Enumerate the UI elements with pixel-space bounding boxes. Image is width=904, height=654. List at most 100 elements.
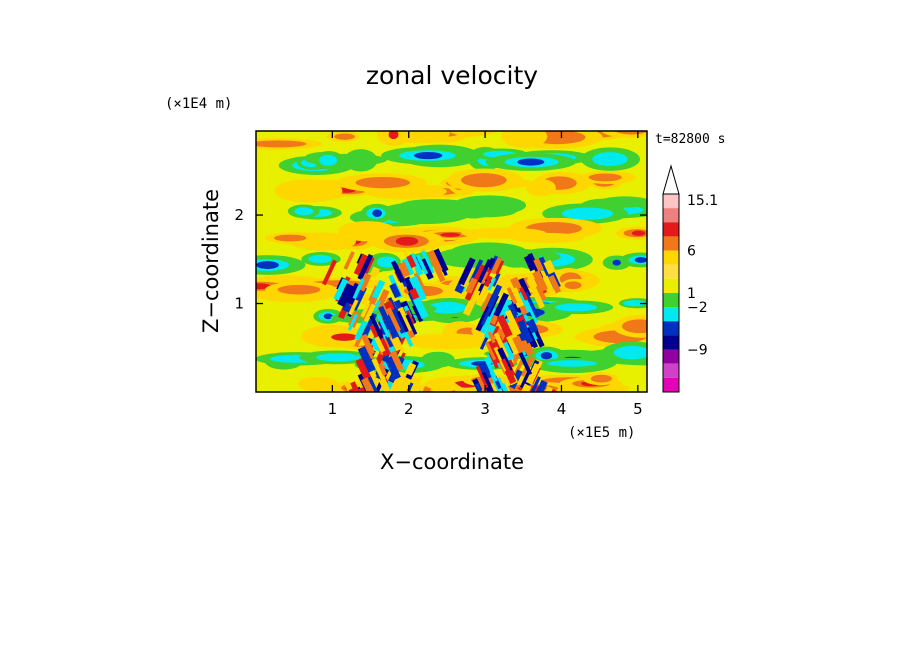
wave-packet-cell — [543, 259, 556, 275]
y-tick-label: 2 — [234, 206, 244, 224]
y-axis-label: Z−coordinate — [199, 189, 223, 333]
wave-packet-cell — [476, 264, 487, 278]
wave-packet-cell — [337, 283, 354, 308]
wave-packet-cell — [493, 292, 509, 317]
wave-packet-cell — [483, 324, 496, 340]
x-axis-ticks: 1 2 3 4 5 — [328, 131, 643, 418]
strong-negative-cell — [612, 259, 621, 266]
wave-packet-cell — [363, 303, 376, 323]
negative-cell — [315, 353, 361, 362]
wave-packet-cell — [506, 334, 521, 356]
y-axis-ticks: 12 — [234, 206, 647, 313]
wave-packet-cell — [357, 253, 374, 281]
wave-packet-cell — [513, 390, 527, 392]
wave-packet-cell — [376, 313, 391, 338]
wave-packet-cell — [500, 382, 514, 392]
wave-packet-cell — [475, 281, 492, 307]
positive-cell — [461, 173, 507, 188]
wave-packet-cell — [495, 260, 505, 275]
wave-packet-cell — [504, 309, 522, 336]
wave-packet-cell — [348, 299, 359, 316]
colorbar-label: −2 — [687, 300, 708, 316]
wave-packet-cell — [486, 284, 503, 309]
negative-cell — [554, 303, 598, 312]
wave-packet-cell — [408, 275, 427, 302]
x-tick-label: 5 — [633, 400, 643, 418]
wave-packet-cell — [486, 257, 496, 269]
wave-packet-cell — [378, 378, 391, 392]
colorbar-band — [663, 363, 679, 378]
wave-packet-cell — [509, 287, 525, 309]
colorbar-extend-cap — [662, 164, 680, 195]
wave-packet-cell — [490, 256, 503, 275]
wave-packet-cell — [524, 291, 540, 318]
strong-negative-cell — [323, 313, 333, 320]
strong-negative-cell — [540, 352, 553, 360]
wave-packet-cell — [432, 248, 449, 273]
wave-packet-cell — [519, 286, 529, 301]
positive-cell — [501, 131, 548, 149]
wave-packet-cell — [390, 307, 408, 334]
wave-packet-cell — [535, 379, 548, 392]
wave-packet-cell — [535, 284, 547, 301]
colorbar-band — [663, 194, 679, 209]
wave-packet-cell — [523, 254, 538, 272]
negative-cell — [376, 256, 397, 268]
wave-packet-cell — [517, 319, 534, 344]
strong-positive-cell — [631, 230, 646, 236]
wave-packet-cell — [333, 278, 349, 302]
positive-cell — [334, 133, 355, 140]
negative-cell — [294, 207, 314, 216]
wave-packet-cell — [360, 302, 371, 318]
wave-packet-cell — [521, 338, 535, 356]
colorbar-band — [663, 321, 679, 336]
positive-cell — [588, 173, 622, 182]
wave-packet-cell — [391, 378, 406, 392]
wave-packet-cell — [465, 277, 478, 294]
negative-cell — [344, 149, 378, 172]
colorbar-band — [663, 236, 679, 251]
wave-packet-cell — [458, 257, 476, 286]
negative-cell — [623, 300, 646, 307]
x-tick-label: 4 — [557, 400, 567, 418]
x-tick-label: 2 — [404, 400, 414, 418]
wave-packet-cell — [533, 258, 544, 272]
wave-packet-cell — [512, 335, 526, 354]
positive-cell — [405, 131, 450, 143]
wave-packet-cell — [405, 314, 418, 335]
positive-cell — [525, 178, 556, 197]
positive-cell — [256, 140, 307, 148]
wave-packet-cell — [371, 279, 386, 300]
wave-packet-cell — [360, 333, 375, 356]
wave-packet-cell — [347, 313, 359, 331]
wave-packet-cell — [517, 350, 533, 376]
chart-title: zonal velocity — [366, 61, 538, 90]
positive-cell — [590, 374, 613, 383]
colorbar-band — [663, 307, 679, 322]
wave-packet-cell — [343, 380, 361, 392]
x-tick-label: 1 — [328, 400, 338, 418]
strong-negative-cell — [517, 158, 545, 166]
colorbar-band — [663, 264, 679, 279]
wave-packet-cell — [496, 314, 513, 338]
wave-packet-cell — [352, 278, 365, 300]
strong-positive-cell — [388, 131, 399, 140]
wave-packet-cell — [412, 304, 424, 323]
strong-negative-cell — [256, 261, 279, 269]
wave-packet-cell — [506, 287, 518, 305]
wave-packet-cell — [374, 336, 386, 353]
wave-packet-cell — [420, 250, 435, 274]
colorbar-label: 15.1 — [687, 193, 718, 209]
y-scale-label: (×1E4 m) — [165, 96, 232, 112]
wave-packet-cell — [405, 362, 417, 376]
wave-packet-cell — [480, 306, 497, 334]
wave-packet-cell — [518, 290, 533, 313]
wave-packet-cell — [343, 251, 355, 270]
wave-packet-cell — [498, 298, 513, 320]
wave-packet-cell — [478, 360, 493, 380]
colorbar-band — [663, 335, 679, 350]
x-scale-label: (×1E5 m) — [568, 425, 635, 441]
wave-packet-cell — [396, 306, 414, 333]
wave-packet-cell — [480, 299, 496, 326]
colorbar-band — [663, 349, 679, 364]
